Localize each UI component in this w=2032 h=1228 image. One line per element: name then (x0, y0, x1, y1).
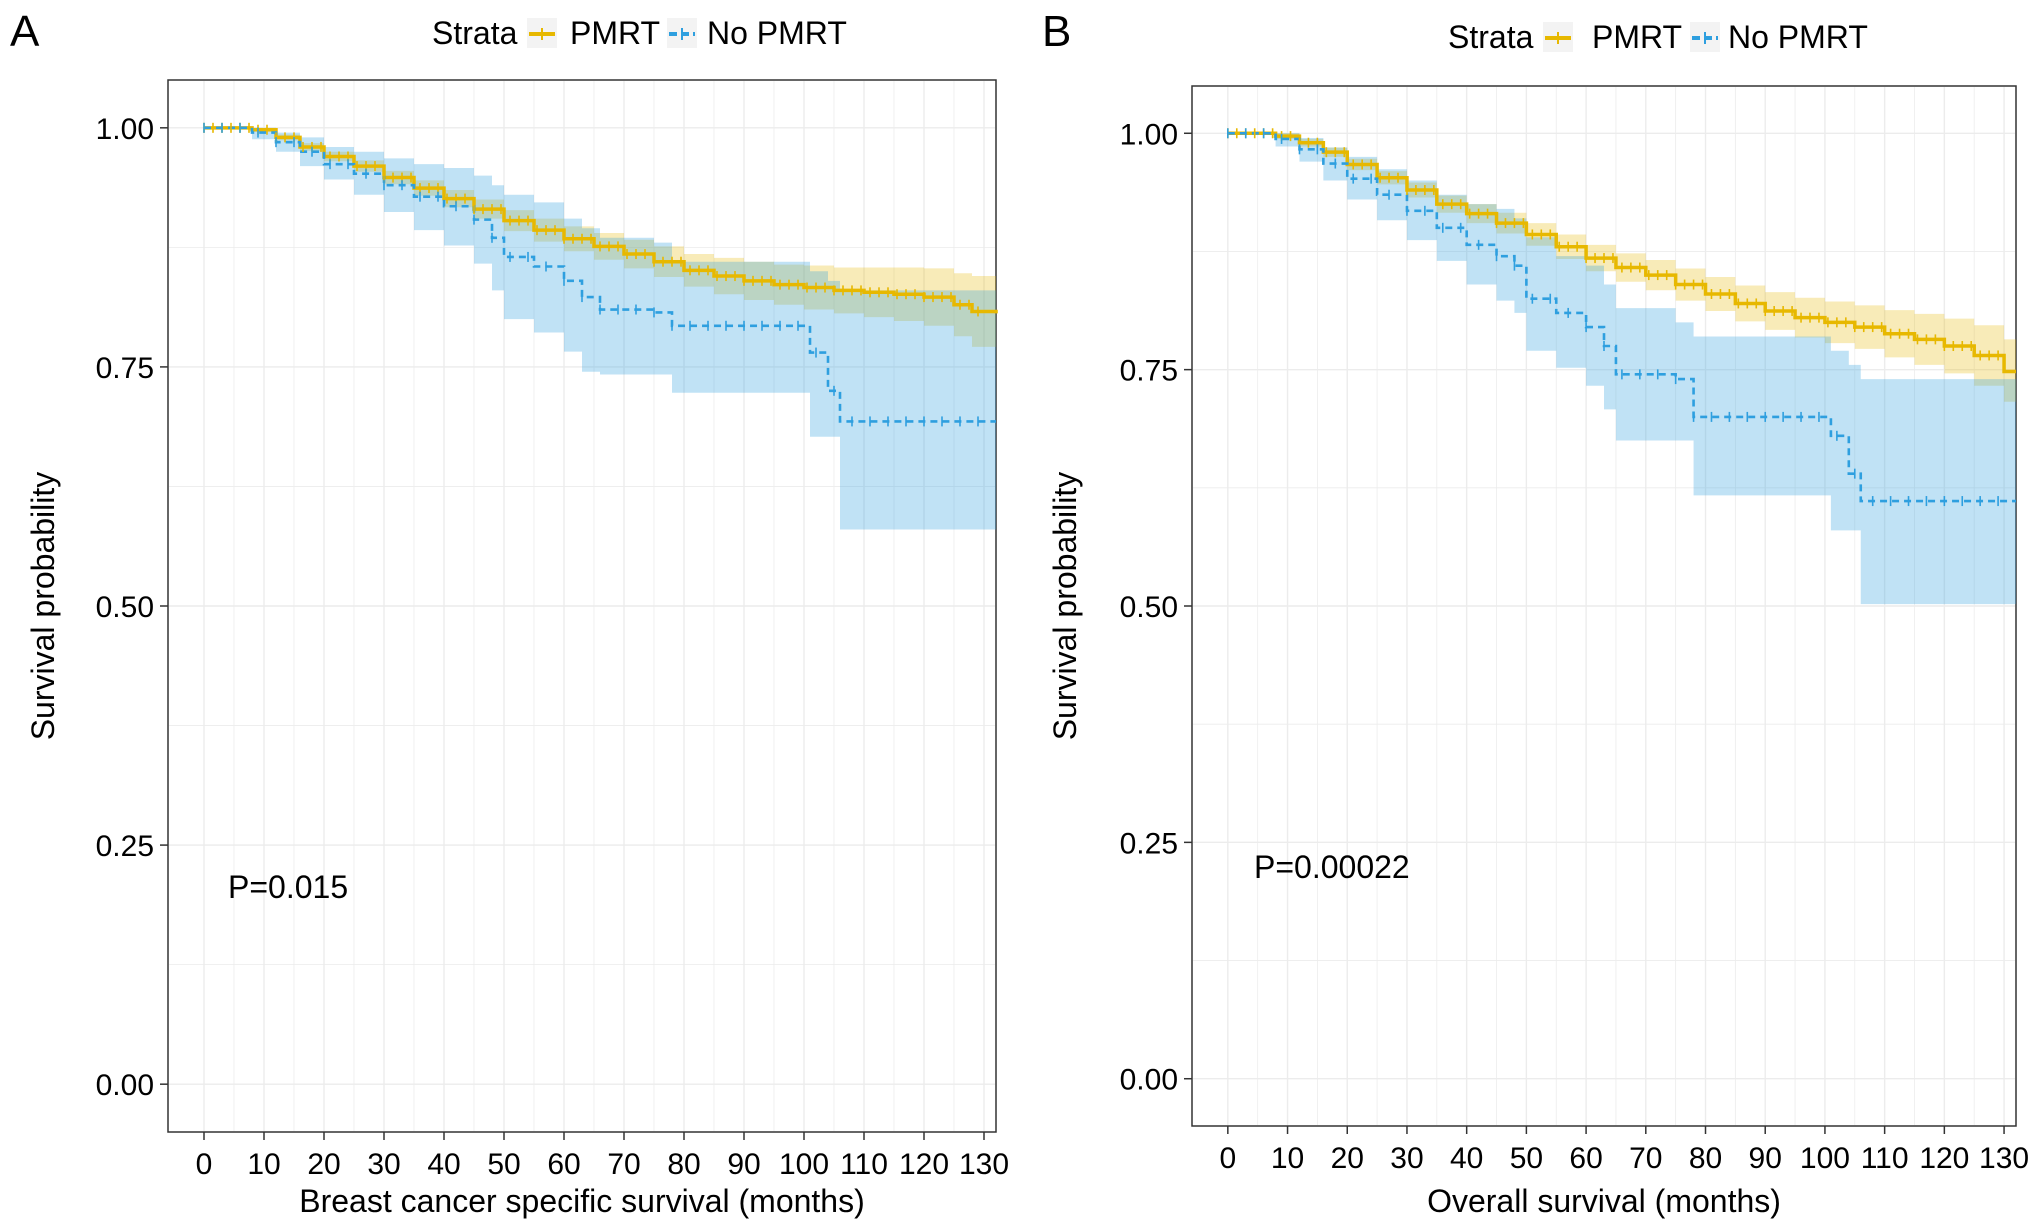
legend-label-nopmrt-b: No PMRT (1728, 19, 1868, 55)
x-tick-label: 130 (1979, 1142, 2029, 1175)
y-tick-label: 1.00 (1120, 118, 1178, 151)
x-ticks-b: 0 10 20 30 40 50 60 70 80 90 100 110 120 130 (1219, 1126, 2029, 1175)
y-tick-label: 0.00 (1120, 1064, 1178, 1097)
x-tick-label: 0 (196, 1148, 213, 1181)
x-tick-label: 10 (247, 1148, 280, 1181)
p-value-annotation-b: P=0.00022 (1254, 849, 1410, 885)
panel-b: B Strata PMRT No PMRT 0 10 20 30 40 50 60 70 80 9… (1042, 7, 2029, 1219)
legend-label-pmrt-b: PMRT (1592, 19, 1682, 55)
x-tick-label: 110 (840, 1148, 888, 1181)
legend-b: Strata PMRT No PMRT (1448, 19, 1868, 55)
x-tick-label: 40 (427, 1148, 460, 1181)
y-axis-label-a: Survival probability (25, 472, 61, 741)
x-tick-label: 120 (899, 1148, 949, 1181)
y-tick-label: 0.25 (96, 830, 154, 863)
y-tick-label: 0.50 (96, 591, 154, 624)
legend-key-nopmrt-b (1690, 22, 1720, 52)
grid-b (1193, 87, 2015, 1125)
panel-a: A Strata PMRT No PMRT 0 10 20 30 40 50 60 70 80 9… (10, 7, 1009, 1219)
p-value-annotation-a: P=0.015 (228, 869, 348, 905)
legend-key-nopmrt-a (667, 18, 697, 48)
ci-band-nopmrt (1227, 133, 2016, 605)
x-axis-label-a: Breast cancer specific survival (months) (299, 1183, 865, 1219)
x-tick-label: 40 (1450, 1142, 1483, 1175)
survival-lines-a (204, 126, 998, 423)
x-tick-label: 80 (667, 1148, 700, 1181)
x-tick-label: 100 (1800, 1142, 1850, 1175)
censor-marks-a (203, 122, 979, 427)
x-tick-label: 20 (1331, 1142, 1364, 1175)
legend-label-pmrt-a: PMRT (570, 15, 660, 51)
x-tick-label: 30 (367, 1148, 400, 1181)
x-tick-label: 50 (487, 1148, 520, 1181)
y-tick-label: 0.00 (96, 1069, 154, 1102)
x-ticks-a: 0 10 20 30 40 50 60 70 80 90 100 110 120 130 (196, 1132, 1009, 1181)
x-tick-label: 70 (607, 1148, 640, 1181)
ci-band-nopmrt (204, 127, 996, 530)
panel-label-b: B (1042, 7, 1071, 56)
panel-label-a: A (10, 7, 40, 56)
x-tick-label: 10 (1271, 1142, 1304, 1175)
x-tick-label: 50 (1510, 1142, 1543, 1175)
x-tick-label: 80 (1689, 1142, 1722, 1175)
y-ticks-b: 0.00 0.25 0.50 0.75 1.00 (1120, 118, 1192, 1097)
legend-title-b: Strata (1448, 19, 1534, 55)
y-axis-label-b: Survival probability (1047, 472, 1083, 741)
survival-curve-nopmrt (204, 126, 996, 423)
x-tick-label: 110 (1861, 1142, 1909, 1175)
x-tick-label: 60 (1569, 1142, 1602, 1175)
y-tick-label: 0.75 (96, 352, 154, 385)
x-axis-label-b: Overall survival (months) (1427, 1183, 1781, 1219)
x-tick-label: 100 (779, 1148, 829, 1181)
legend-key-pmrt-a (527, 18, 557, 48)
legend-label-nopmrt-a: No PMRT (707, 15, 847, 51)
censor-marks-b (1227, 128, 1999, 507)
x-tick-label: 60 (547, 1148, 580, 1181)
y-tick-label: 0.75 (1120, 355, 1178, 388)
x-tick-label: 0 (1219, 1142, 1236, 1175)
y-tick-label: 0.25 (1120, 827, 1178, 860)
x-tick-label: 70 (1629, 1142, 1662, 1175)
x-tick-label: 120 (1919, 1142, 1969, 1175)
y-tick-label: 1.00 (96, 113, 154, 146)
legend-a: Strata PMRT No PMRT (432, 15, 847, 51)
y-tick-label: 0.50 (1120, 591, 1178, 624)
x-tick-label: 20 (307, 1148, 340, 1181)
x-tick-label: 30 (1390, 1142, 1423, 1175)
survival-curve-pmrt (204, 126, 998, 314)
x-tick-label: 130 (959, 1148, 1009, 1181)
y-ticks-a: 0.00 0.25 0.50 0.75 1.00 (96, 113, 168, 1102)
x-tick-label: 90 (727, 1148, 760, 1181)
legend-key-pmrt-b (1543, 22, 1573, 52)
x-tick-label: 90 (1749, 1142, 1782, 1175)
grid-a (169, 81, 995, 1131)
legend-title-a: Strata (432, 15, 518, 51)
survival-curve-nopmrt (1227, 131, 2016, 503)
